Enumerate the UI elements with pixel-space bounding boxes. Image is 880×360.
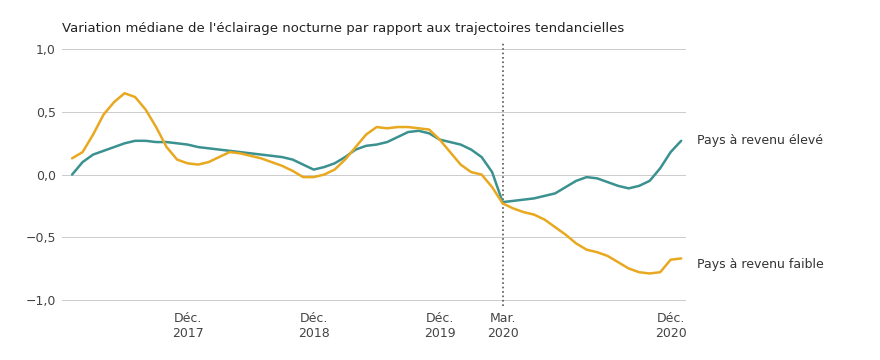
Text: Pays à revenu élevé: Pays à revenu élevé	[697, 134, 823, 147]
Text: Variation médiane de l'éclairage nocturne par rapport aux trajectoires tendancie: Variation médiane de l'éclairage nocturn…	[62, 22, 624, 35]
Text: Pays à revenu faible: Pays à revenu faible	[697, 258, 824, 271]
